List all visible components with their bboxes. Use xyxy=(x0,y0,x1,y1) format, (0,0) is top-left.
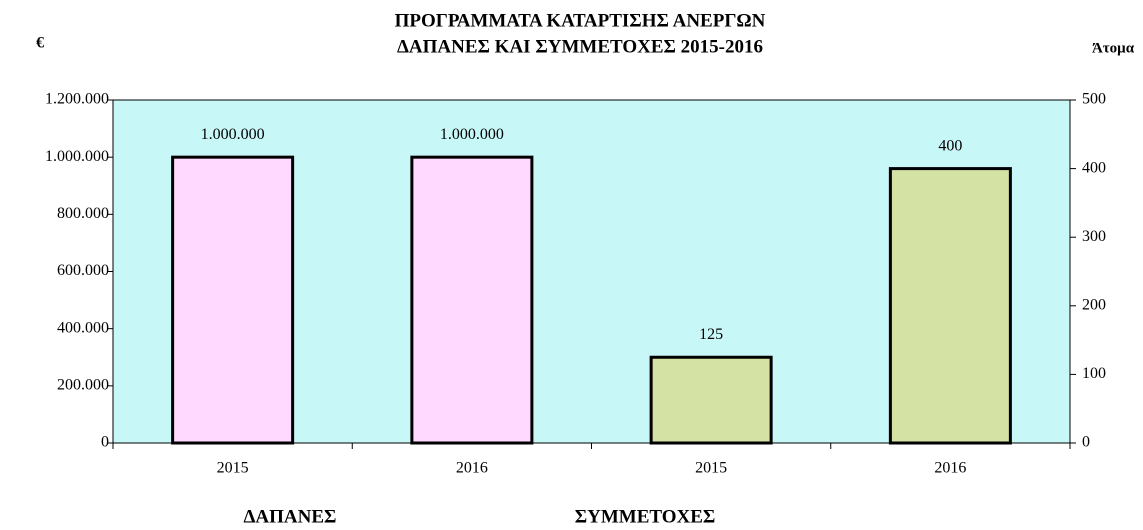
y-tick-label: 200.000 xyxy=(57,377,109,394)
y-tick-label: 0 xyxy=(101,434,109,451)
x-tick-label: 2016 xyxy=(934,460,966,477)
data-label: 1.000.000 xyxy=(440,126,504,143)
data-label: 125 xyxy=(699,326,723,343)
y2-axis-label: Άτομα xyxy=(1092,40,1135,56)
y-tick-label: 800.000 xyxy=(57,205,109,222)
chart-title: ΠΡΟΓΡΑΜΜΑΤΑ ΚΑΤΑΡΤΙΣΗΣ ΑΝΕΡΓΩΝ xyxy=(395,10,766,31)
y-tick-label: 1.200.000 xyxy=(45,91,109,108)
chart-title: ΔΑΠΑΝΕΣ ΚΑΙ ΣΥΜΜΕΤΟΧΕΣ 2015-2016 xyxy=(397,36,763,57)
y-tick-label: 400.000 xyxy=(57,319,109,336)
x-tick-label: 2016 xyxy=(456,460,488,477)
bar xyxy=(410,155,534,445)
y-axis-label: € xyxy=(36,35,44,52)
y2-tick-label: 500 xyxy=(1082,91,1106,108)
data-label: 400 xyxy=(938,137,962,154)
y-tick-label: 1.000.000 xyxy=(45,148,109,165)
y2-tick-label: 400 xyxy=(1082,159,1106,176)
group-label: ΣΥΜΜΕΤΟΧΕΣ xyxy=(575,506,716,527)
data-label: 1.000.000 xyxy=(201,126,265,143)
x-tick-label: 2015 xyxy=(695,460,727,477)
y2-tick-label: 100 xyxy=(1082,365,1106,382)
y2-tick-label: 0 xyxy=(1082,434,1090,451)
y2-tick-label: 300 xyxy=(1082,228,1106,245)
bar xyxy=(888,167,1012,445)
y2-tick-label: 200 xyxy=(1082,296,1106,313)
bar xyxy=(171,155,295,445)
bar xyxy=(649,355,773,445)
y-tick-label: 600.000 xyxy=(57,262,109,279)
group-label: ΔΑΠΑΝΕΣ xyxy=(244,506,337,527)
x-tick-label: 2015 xyxy=(217,460,249,477)
